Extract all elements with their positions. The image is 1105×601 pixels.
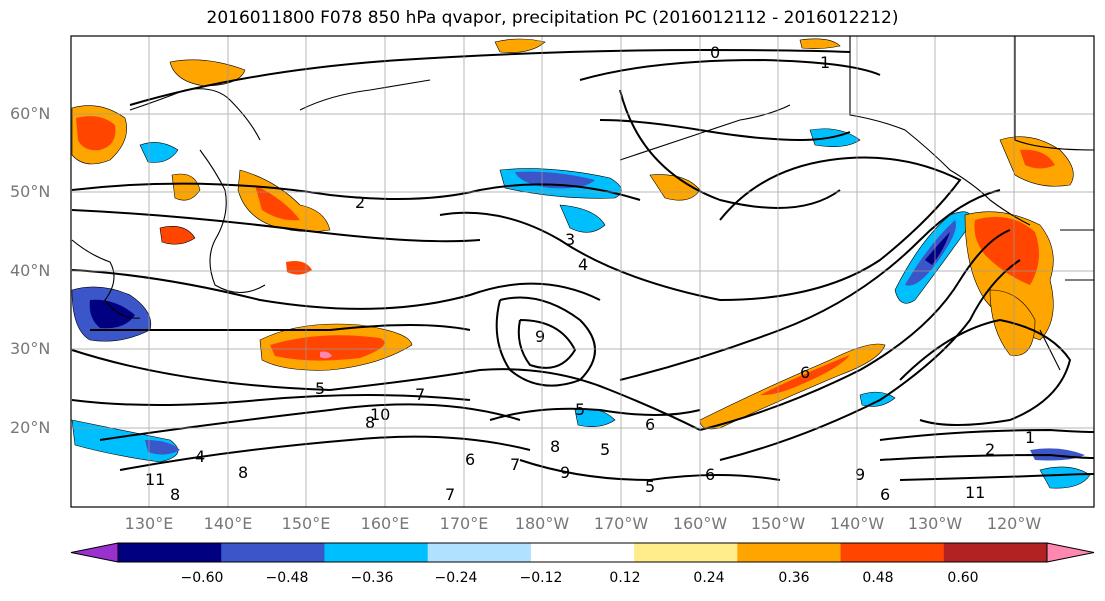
contour-label: 10	[370, 405, 390, 424]
lon-label: 120°W	[986, 514, 1042, 533]
precip-anomaly-shading	[71, 38, 1091, 489]
map-frame	[70, 35, 1095, 508]
contour-label: 2	[355, 193, 365, 212]
colorbar-segment	[221, 543, 325, 562]
contour-label: 5	[600, 440, 610, 459]
contour-labels: 0 1 2 3 4 5 6 7 8 9 10 11 1 2 5 6 5 6 7 …	[145, 43, 1035, 504]
contour-label: 1	[820, 53, 830, 72]
map-title: 2016011800 F078 850 hPa qvapor, precipit…	[206, 8, 899, 28]
qvapor-contours	[71, 48, 1095, 482]
colorbar-tick-label: 0.36	[778, 570, 810, 586]
lon-label: 150°E	[281, 514, 331, 533]
colorbar-tick-label: −0.24	[434, 570, 478, 586]
lat-label: 30°N	[10, 339, 51, 358]
lon-label: 140°W	[829, 514, 885, 533]
contour-label: 4	[195, 447, 205, 466]
lat-label: 50°N	[10, 182, 51, 201]
colorbar-tick-label: −0.48	[265, 570, 309, 586]
colorbar-tick-label: 0.12	[609, 570, 641, 586]
lon-label: 170°W	[593, 514, 649, 533]
colorbar-segment	[634, 543, 738, 562]
colorbar-segment	[530, 543, 635, 562]
contour-label: 6	[705, 465, 715, 484]
colorbar-segment	[737, 543, 842, 562]
colorbar-frame	[117, 542, 1048, 563]
colorbar-segment	[840, 543, 945, 562]
colorbar-tick-label: 0.48	[862, 570, 894, 586]
contour-label: 0	[710, 43, 720, 62]
lon-label: 140°E	[203, 514, 253, 533]
lon-label: 150°W	[750, 514, 806, 533]
colorbar-extend-high	[1046, 542, 1095, 563]
colorbar-extend-low	[70, 542, 119, 563]
contour-label: 8	[170, 485, 180, 504]
contour-label: 11	[145, 470, 165, 489]
contour-label: 9	[560, 463, 570, 482]
contour-label: 11	[965, 483, 985, 502]
lon-label: 160°E	[360, 514, 410, 533]
contour-label: 7	[415, 385, 425, 404]
colorbar-segment	[943, 543, 1048, 562]
contour-label: 3	[565, 230, 575, 249]
lon-label: 160°W	[672, 514, 728, 533]
lon-label: 130°E	[124, 514, 174, 533]
lon-label: 170°E	[439, 514, 489, 533]
lat-label: 60°N	[10, 104, 51, 123]
contour-label: 8	[238, 463, 248, 482]
colorbar-segment	[118, 543, 222, 562]
colorbar-segment	[427, 543, 532, 562]
contour-label: 5	[645, 477, 655, 496]
lat-label: 20°N	[10, 418, 51, 437]
colorbar-tick-label: −0.60	[180, 570, 224, 586]
contour-label: 4	[578, 255, 588, 274]
contour-label: 6	[465, 450, 475, 469]
lon-label: 180°W	[514, 514, 570, 533]
contour-label: 6	[800, 363, 810, 382]
contour-label: 6	[645, 415, 655, 434]
lat-label: 40°N	[10, 261, 51, 280]
contour-label: 9	[535, 327, 545, 346]
colorbar-tick-label: −0.36	[350, 570, 394, 586]
contour-label: 7	[445, 485, 455, 504]
contour-label: 9	[855, 465, 865, 484]
contour-label: 8	[550, 437, 560, 456]
contour-label: 5	[315, 379, 325, 398]
colorbar-segment	[324, 543, 429, 562]
graticule	[71, 36, 1094, 507]
colorbar	[70, 542, 1095, 563]
contour-label: 6	[880, 485, 890, 504]
contour-label: 1	[1025, 428, 1035, 447]
contour-label: 2	[985, 440, 995, 459]
contour-label: 8	[365, 413, 375, 432]
colorbar-tick-label: −0.12	[519, 570, 563, 586]
lon-label: 130°W	[907, 514, 963, 533]
contour-label: 5	[575, 400, 585, 419]
colorbar-tick-label: 0.60	[947, 570, 979, 586]
contour-label: 7	[510, 455, 520, 474]
colorbar-tick-label: 0.24	[693, 570, 725, 586]
